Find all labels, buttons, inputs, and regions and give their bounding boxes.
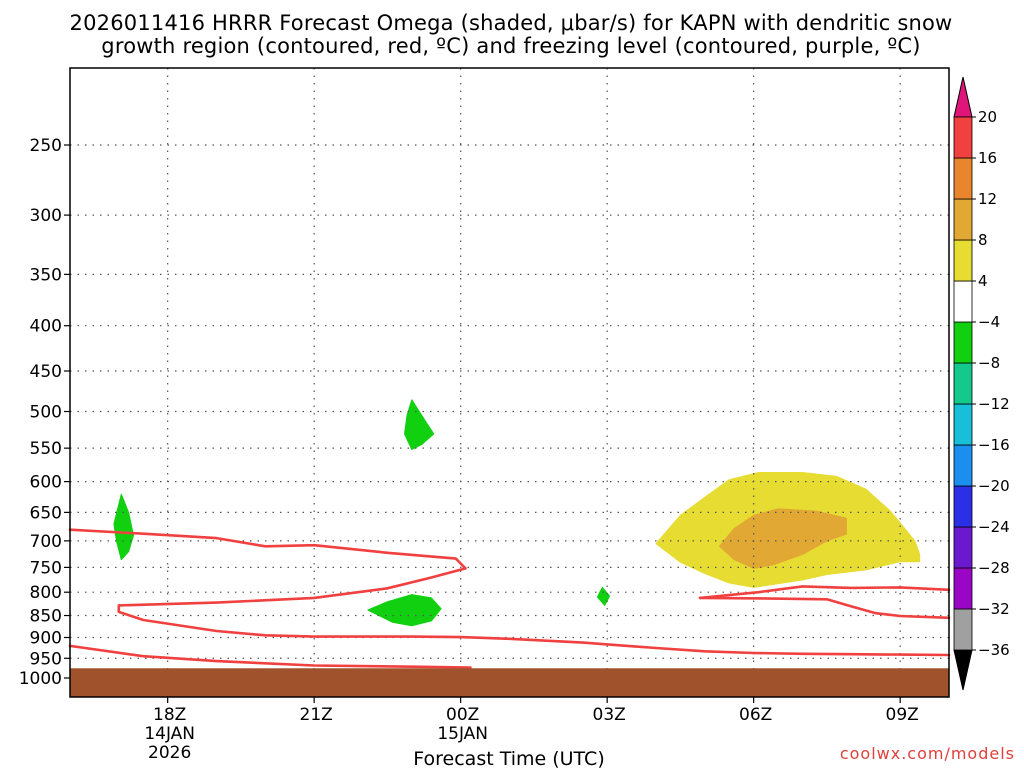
- x-tick-label: 15JAN: [437, 724, 488, 744]
- colorbar: −36 −32 −28 −24 −20 −16 −12 −8 −4 4 8 12 16 20: [953, 76, 1010, 691]
- y-tick-label: 350: [30, 265, 62, 285]
- y-tick-label: 550: [30, 439, 62, 459]
- y-tick-label: 250: [30, 136, 62, 156]
- x-tick-label: 03Z: [593, 705, 626, 725]
- colorbar-bin: [953, 567, 973, 610]
- x-tick-label: 00Z: [446, 705, 479, 725]
- dgz-contour-lower: [698, 585, 951, 600]
- colorbar-bin: [953, 403, 973, 446]
- colorbar-tick-label: −4: [978, 313, 1000, 331]
- colorbar-tick-label: −12: [978, 395, 1010, 413]
- x-tick-label: 2026: [148, 743, 191, 763]
- y-tick-label: 400: [30, 317, 62, 337]
- omega-orange-06z: [719, 508, 847, 569]
- plot-frame: [69, 67, 950, 698]
- colorbar-bin: [953, 608, 973, 651]
- colorbar-tick-label: −28: [978, 559, 1010, 577]
- omega-green-17z: [113, 493, 134, 561]
- colorbar-bin: [953, 526, 973, 569]
- colorbar-bin: [953, 198, 973, 241]
- y-tick-label: 300: [30, 206, 62, 226]
- chart-title: 2026011416 HRRR Forecast Omega (shaded, …: [70, 11, 953, 58]
- x-tick-label: 09Z: [886, 705, 919, 725]
- x-tick-label: 06Z: [739, 705, 772, 725]
- colorbar-over-triangle: [953, 76, 973, 118]
- colorbar-tick-label: −32: [978, 600, 1010, 618]
- omega-shaded-regions: [113, 399, 921, 627]
- colorbar-tick-label: −8: [978, 354, 1000, 372]
- y-tick-label: 600: [30, 473, 62, 493]
- colorbar-bin: [953, 444, 973, 487]
- chart-title-line-2: growth region (contoured, red, ºC) and f…: [101, 34, 920, 58]
- chart-title-line-1: 2026011416 HRRR Forecast Omega (shaded, …: [70, 11, 953, 35]
- y-tick-label: 950: [30, 649, 62, 669]
- y-tick-label: 1000: [19, 669, 62, 689]
- colorbar-tick-label: −20: [978, 477, 1010, 495]
- colorbar-bin: [953, 485, 973, 528]
- colorbar-bin: [953, 157, 973, 200]
- colorbar-bin: [953, 362, 973, 405]
- x-tick-label: 21Z: [300, 705, 333, 725]
- omega-green-2330z: [404, 399, 435, 450]
- y-tick-label: 850: [30, 607, 62, 627]
- y-tick-label: 650: [30, 503, 62, 523]
- dgz-contours: [68, 528, 951, 669]
- colorbar-tick-label: −36: [978, 641, 1010, 659]
- colorbar-tick-label: 8: [978, 231, 988, 249]
- y-tick-label: 800: [30, 583, 62, 603]
- colorbar-tick-label: 4: [978, 272, 988, 290]
- y-tick-label: 450: [30, 362, 62, 382]
- colorbar-tick-label: 16: [978, 149, 997, 167]
- dgz-contour-lower-return: [698, 596, 951, 620]
- colorbar-tick-label: 20: [978, 108, 997, 126]
- colorbar-bin: [953, 116, 973, 159]
- y-tick-label: 500: [30, 403, 62, 423]
- colorbar-tick-label: −16: [978, 436, 1010, 454]
- y-tick-label: 750: [30, 558, 62, 578]
- dgz-contour-upper: [68, 528, 951, 657]
- colorbar-tick-label: −24: [978, 518, 1010, 536]
- colorbar-bin: [953, 321, 973, 364]
- colorbar-under-triangle: [953, 649, 973, 691]
- ground-surface: [70, 668, 949, 697]
- colorbar-tick-label: 12: [978, 190, 997, 208]
- x-axis-label: Forecast Time (UTC): [413, 748, 604, 768]
- y-axis-pressure: 2503003504004505005506006507007508008509…: [19, 136, 70, 689]
- x-tick-label: 14JAN: [144, 724, 195, 744]
- y-tick-label: 900: [30, 628, 62, 648]
- freezing-level-near-surface: [68, 644, 472, 669]
- colorbar-bin: [953, 239, 973, 282]
- plot-area: [68, 67, 951, 698]
- omega-green-2230z: [367, 594, 442, 627]
- y-tick-label: 700: [30, 532, 62, 552]
- plot-background: [70, 68, 949, 697]
- x-tick-label: 18Z: [153, 705, 186, 725]
- colorbar-bin: [953, 280, 973, 323]
- credit-link[interactable]: coolwx.com/models: [840, 744, 1015, 763]
